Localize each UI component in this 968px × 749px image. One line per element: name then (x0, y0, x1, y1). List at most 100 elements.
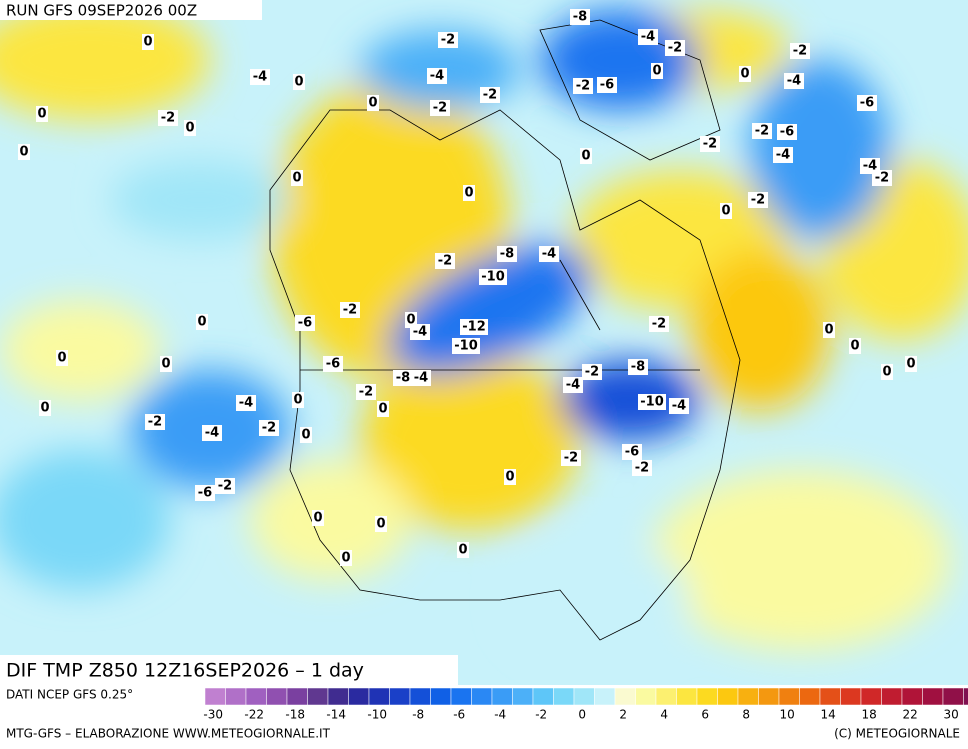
contour-label: -4 (430, 69, 444, 84)
contour-label: 0 (293, 393, 302, 408)
contour-label: -6 (298, 316, 312, 331)
colorbar-swatch (554, 688, 575, 705)
colorbar-swatch (349, 688, 370, 705)
contour-label: -4 (641, 30, 655, 45)
contour-label: -2 (564, 451, 578, 466)
colorbar-swatch (369, 688, 390, 705)
colorbar-swatch (513, 688, 534, 705)
contour-label: -2 (262, 421, 276, 436)
contour-label: -2 (343, 303, 357, 318)
colorbar-swatch (267, 688, 288, 705)
contour-label: -4 (205, 426, 219, 441)
colorbar-swatch (472, 688, 493, 705)
colorbar-swatch (226, 688, 247, 705)
contour-label: -4 (776, 148, 790, 163)
colorbar-swatch (287, 688, 308, 705)
colorbar-swatch (492, 688, 513, 705)
colorbar-tick-label: 10 (780, 708, 795, 722)
colorbar-swatch (759, 688, 780, 705)
colorbar-swatch (902, 688, 923, 705)
footer-right: (C) METEOGIORNALE (834, 727, 960, 741)
contour-label: -2 (751, 193, 765, 208)
contour-label: -8 (573, 10, 587, 25)
colorbar-tick-label: -10 (367, 708, 387, 722)
contour-label: -4 (863, 159, 877, 174)
colorbar-tick-label: -14 (326, 708, 346, 722)
contour-label: -4 (672, 399, 686, 414)
contour-label: -4 (253, 70, 267, 85)
colorbar-swatch (841, 688, 862, 705)
colorbar-tick-label: -18 (285, 708, 305, 722)
colorbar-tick-label: 22 (903, 708, 918, 722)
run-label: RUN GFS 09SEP2026 00Z (6, 2, 197, 20)
colorbar-swatch (615, 688, 636, 705)
contour-label: 0 (721, 204, 730, 219)
colorbar-tick-label: 0 (578, 708, 586, 722)
contour-label: -2 (433, 101, 447, 116)
contour-label: -6 (326, 357, 340, 372)
contour-label: -4 (542, 247, 556, 262)
contour-label: -8 (396, 371, 410, 386)
colorbar-swatch (308, 688, 329, 705)
contour-label: 0 (652, 64, 661, 79)
colorbar-tick-label: 4 (660, 708, 668, 722)
contour-label: -6 (198, 486, 212, 501)
contour-label: 0 (882, 365, 891, 380)
contour-label: -2 (755, 124, 769, 139)
contour-label: -2 (438, 254, 452, 269)
contour-label: -6 (860, 96, 874, 111)
contour-label: -2 (161, 111, 175, 126)
colorbar-swatch (861, 688, 882, 705)
contour-label: -12 (462, 320, 486, 335)
colorbar-tick-label: -22 (244, 708, 264, 722)
colorbar-swatch (431, 688, 452, 705)
colorbar-swatch (964, 688, 968, 705)
contour-label: 0 (850, 339, 859, 354)
contour-label: 0 (581, 149, 590, 164)
colorbar-swatch (246, 688, 267, 705)
colorbar-swatch (451, 688, 472, 705)
contour-label: 0 (161, 357, 170, 372)
colorbar-tick-label: 6 (701, 708, 709, 722)
contour-label: -2 (576, 79, 590, 94)
colorbar-swatch (574, 688, 595, 705)
colorbar-tick-label: 2 (619, 708, 627, 722)
contour-label: 0 (294, 75, 303, 90)
contour-label: 0 (19, 145, 28, 160)
contour-label: 0 (197, 315, 206, 330)
contour-label: -6 (780, 125, 794, 140)
contour-label: 0 (143, 35, 152, 50)
contour-label: 0 (301, 428, 310, 443)
contour-label: -10 (481, 270, 505, 285)
contour-label: 0 (458, 543, 467, 558)
colorbar-tick-label: 8 (742, 708, 750, 722)
colorbar-swatch (410, 688, 431, 705)
contour-label: 0 (824, 323, 833, 338)
colorbar-swatch (677, 688, 698, 705)
contour-label: -2 (218, 479, 232, 494)
contour-label: -8 (500, 247, 514, 262)
contour-label: 0 (368, 96, 377, 111)
contour-label: 0 (740, 67, 749, 82)
colorbar-tick-label: 30 (944, 708, 959, 722)
colorbar-swatch (779, 688, 800, 705)
colorbar-tick-label: 14 (821, 708, 836, 722)
colorbar-swatch (718, 688, 739, 705)
contour-label: 0 (378, 402, 387, 417)
colorbar-swatch (656, 688, 677, 705)
contour-label: -6 (600, 78, 614, 93)
colorbar-swatch (800, 688, 821, 705)
contour-label: 0 (292, 171, 301, 186)
contour-label: -2 (652, 317, 666, 332)
colorbar-swatch (595, 688, 616, 705)
colorbar-tick-label: -4 (494, 708, 506, 722)
data-source: DATI NCEP GFS 0.25° (6, 688, 133, 702)
colorbar-swatch (533, 688, 554, 705)
contour-label: 0 (313, 511, 322, 526)
colorbar-swatch (943, 688, 964, 705)
contour-label: -2 (703, 137, 717, 152)
contour-label: -2 (668, 41, 682, 56)
contour-label: -2 (148, 415, 162, 430)
